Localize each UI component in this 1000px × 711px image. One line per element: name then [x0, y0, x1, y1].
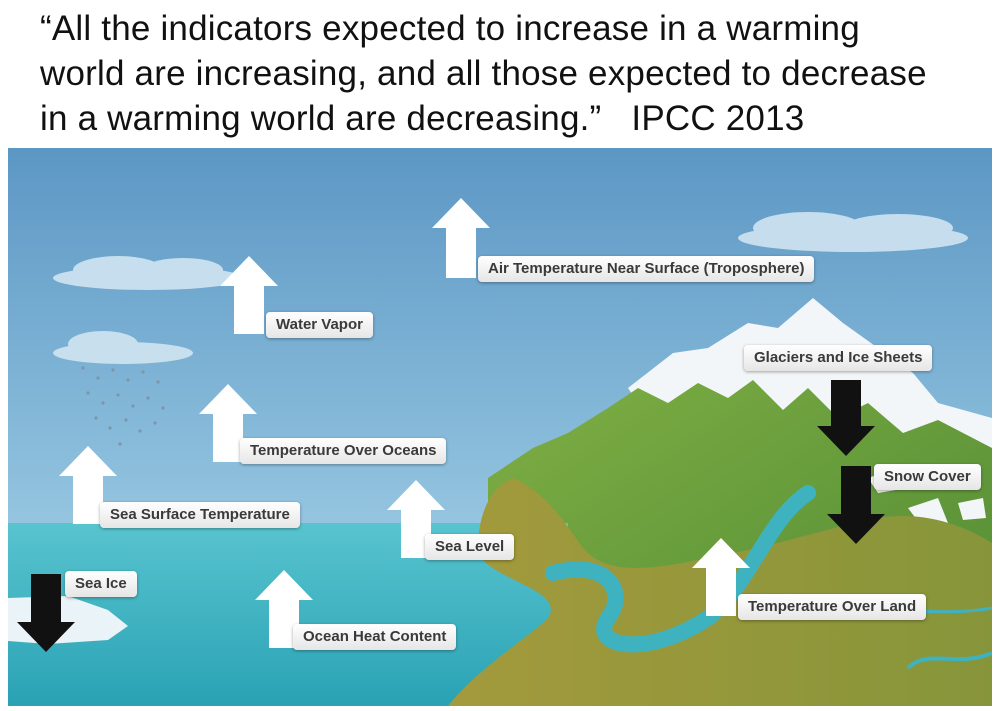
clouds [53, 212, 968, 364]
label-water-vapor: Water Vapor [266, 312, 373, 338]
label-glaciers-ice-sheets: Glaciers and Ice Sheets [744, 345, 933, 371]
label-sea-surface-temperature: Sea Surface Temperature [100, 502, 300, 528]
quote-source: IPCC 2013 [631, 99, 805, 138]
label-sea-ice: Sea Ice [65, 571, 137, 597]
label-ocean-heat-content: Ocean Heat Content [293, 624, 457, 650]
label-temperature-over-land: Temperature Over Land [738, 594, 927, 620]
label-sea-level: Sea Level [425, 534, 515, 560]
label-temperature-over-oceans: Temperature Over Oceans [240, 438, 447, 464]
river [545, 485, 816, 653]
quote-text: “All the indicators expected to increase… [40, 6, 980, 141]
quote-line-1: “All the indicators expected to increase… [40, 9, 860, 48]
climate-indicators-illustration: Air Temperature Near Surface (Tropospher… [8, 148, 992, 706]
quote-line-3-text: in a warming world are decreasing.” [40, 99, 602, 138]
label-snow-cover: Snow Cover [874, 464, 981, 490]
rain-drops [81, 366, 165, 446]
quote-line-3: in a warming world are decreasing.” IPCC … [40, 96, 980, 141]
label-air-temperature: Air Temperature Near Surface (Tropospher… [478, 256, 815, 282]
scene-background [8, 148, 992, 706]
quote-line-2: world are increasing, and all those expe… [40, 54, 927, 93]
